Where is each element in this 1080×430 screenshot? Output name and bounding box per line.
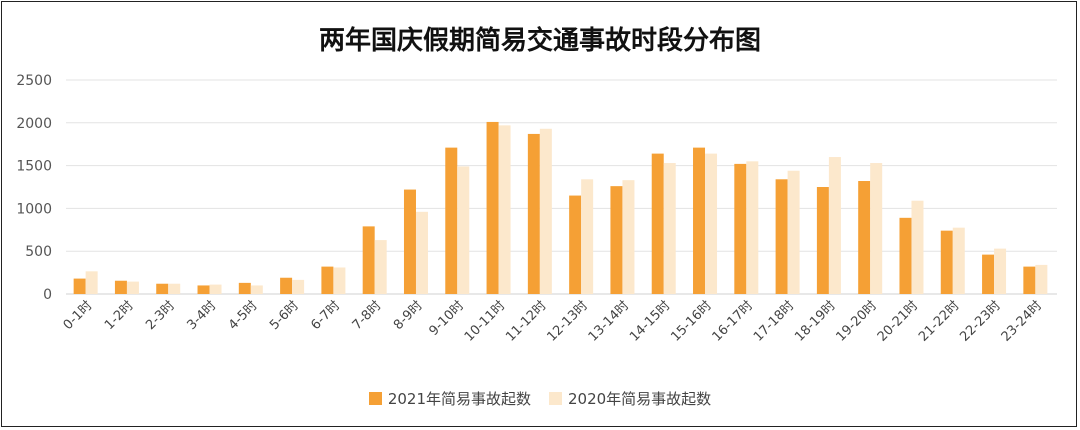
x-tick-label: 15-16时 xyxy=(668,298,715,345)
bar-2021 xyxy=(651,153,664,294)
bar-2020 xyxy=(828,157,841,294)
x-tick-label: 13-14时 xyxy=(586,298,633,345)
bar-2021 xyxy=(527,133,540,294)
bar-2020 xyxy=(622,180,635,294)
y-tick-label: 2500 xyxy=(16,73,52,89)
bar-2021 xyxy=(858,181,871,294)
bar-2021 xyxy=(1023,266,1036,294)
x-tick-label: 18-19时 xyxy=(792,298,839,345)
x-tick-label: 14-15时 xyxy=(627,298,674,345)
x-tick-label: 3-4时 xyxy=(185,298,220,333)
bar-2020 xyxy=(457,166,470,294)
bar-2020 xyxy=(250,285,263,294)
x-tick-label: 22-23时 xyxy=(957,298,1004,345)
bar-2021 xyxy=(734,163,747,294)
bar-2021 xyxy=(197,285,210,294)
bar-2020 xyxy=(870,163,883,294)
bar-2021 xyxy=(156,283,169,294)
bar-2021 xyxy=(982,254,995,294)
x-tick-label: 19-20时 xyxy=(834,298,881,345)
x-tick-label: 10-11时 xyxy=(462,298,509,345)
x-tick-label: 0-1时 xyxy=(61,298,96,333)
bar-2020 xyxy=(333,267,346,294)
bar-2021 xyxy=(321,266,334,294)
bar-2021 xyxy=(114,280,127,294)
bar-2021 xyxy=(280,277,293,294)
bar-2020 xyxy=(1035,264,1048,294)
bar-2021 xyxy=(73,278,86,294)
bar-2021 xyxy=(569,195,582,294)
x-tick-label: 23-24时 xyxy=(999,298,1046,345)
bar-2020 xyxy=(498,125,511,294)
bar-2021 xyxy=(362,226,375,294)
y-tick-label: 500 xyxy=(25,244,52,260)
bar-2021 xyxy=(486,121,499,294)
x-tick-label: 8-9时 xyxy=(391,298,426,333)
bar-2020 xyxy=(746,161,759,294)
bar-2021 xyxy=(899,217,912,294)
bar-2020 xyxy=(85,271,98,294)
x-tick-label: 21-22时 xyxy=(916,298,963,345)
x-tick-label: 7-8时 xyxy=(350,298,385,333)
bar-2021 xyxy=(816,187,829,294)
legend-label-2021: 2021年简易事故起数 xyxy=(387,390,531,408)
legend-swatch-2020 xyxy=(549,392,562,405)
x-tick-label: 2-3时 xyxy=(143,298,178,333)
chart-title: 两年国庆假期简易交通事故时段分布图 xyxy=(318,26,761,56)
y-tick-label: 0 xyxy=(43,287,52,303)
bar-2020 xyxy=(126,281,139,294)
x-tick-label: 17-18时 xyxy=(751,298,798,345)
bar-2021 xyxy=(403,189,416,294)
x-tick-label: 16-17时 xyxy=(710,298,757,345)
bar-2020 xyxy=(209,284,222,294)
bar-2020 xyxy=(292,279,305,294)
bar-2021 xyxy=(940,230,953,294)
bar-2021 xyxy=(693,147,706,294)
y-tick-label: 1000 xyxy=(16,201,52,217)
bar-2020 xyxy=(539,128,552,294)
bar-2020 xyxy=(374,240,387,294)
legend-item-2021: 2021年简易事故起数 xyxy=(368,388,531,409)
bar-2020 xyxy=(663,163,676,294)
bar-2021 xyxy=(610,186,623,294)
x-tick-label: 11-12时 xyxy=(503,298,550,345)
bar-2020 xyxy=(581,179,594,294)
bar-2020 xyxy=(952,227,965,294)
x-tick-label: 20-21时 xyxy=(875,298,922,345)
legend-label-2020: 2020年简易事故起数 xyxy=(568,390,712,408)
x-tick-label: 9-10时 xyxy=(426,298,467,339)
bar-2020 xyxy=(787,170,800,294)
legend-swatch-2021 xyxy=(368,392,382,405)
y-tick-label: 2000 xyxy=(16,116,52,132)
bar-2020 xyxy=(415,211,428,294)
bar-2020 xyxy=(168,283,181,294)
bar-2021 xyxy=(445,147,458,294)
x-tick-label: 6-7时 xyxy=(308,298,343,333)
chart-legend: 2021年简易事故起数 2020年简易事故起数 xyxy=(2,388,1078,409)
x-tick-label: 5-6时 xyxy=(267,298,302,333)
legend-item-2020: 2020年简易事故起数 xyxy=(549,388,711,409)
bar-2020 xyxy=(994,248,1007,294)
bar-2020 xyxy=(705,153,718,294)
y-tick-label: 1500 xyxy=(16,159,52,175)
bar-2021 xyxy=(775,179,788,294)
bar-2020 xyxy=(911,200,924,294)
x-tick-label: 1-2时 xyxy=(102,298,137,333)
x-tick-label: 4-5时 xyxy=(226,298,261,333)
bar-2021 xyxy=(238,282,251,294)
x-tick-label: 12-13时 xyxy=(544,298,591,345)
